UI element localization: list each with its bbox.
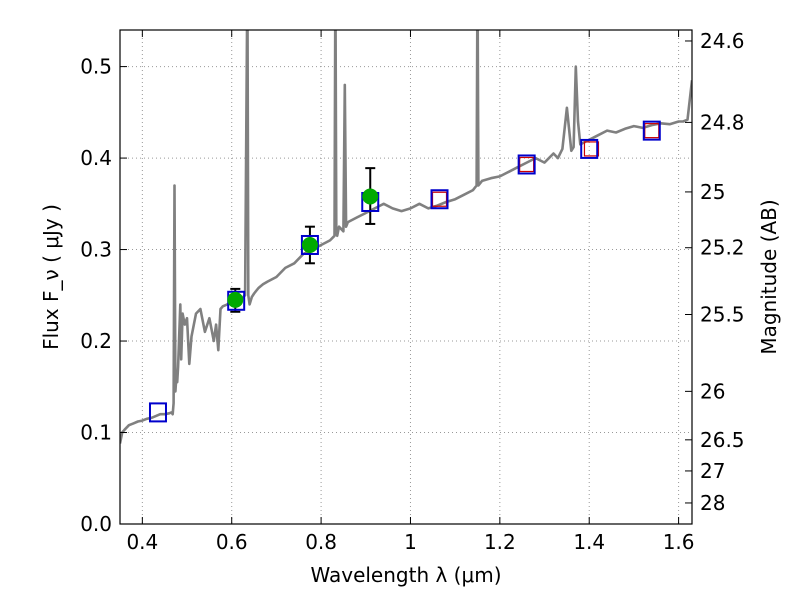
blue-square-marker: [148, 402, 167, 423]
right-tick-label: 25.2: [700, 236, 745, 260]
x-tick-label: 1.6: [663, 530, 695, 554]
right-tick-label: 24.6: [700, 29, 745, 53]
spectrum-line: [120, 30, 692, 444]
x-tick-label: 0.6: [216, 530, 248, 554]
red-square-marker: [583, 141, 600, 157]
blue-square-marker: [517, 154, 536, 175]
green-data-point: [301, 236, 318, 253]
green-data-point: [227, 291, 244, 308]
x-tick-label: 0.4: [126, 530, 158, 554]
plot-frame: [119, 29, 693, 525]
y-tick-label: 0.4: [80, 146, 112, 170]
right-tick-label: 24.8: [700, 110, 745, 134]
spectrum-layer: [120, 30, 692, 444]
blue-square-marker: [580, 138, 599, 159]
frame-layer: [119, 29, 693, 525]
y-tick-label: 0.5: [80, 55, 112, 79]
x-axis-label: Wavelength λ (μm): [310, 563, 501, 587]
right-tick-label: 28: [700, 491, 725, 515]
x-tick-label: 1.4: [573, 530, 605, 554]
green-data-point: [362, 188, 379, 205]
y-axis-label: Flux F_ν ( μJy ): [39, 204, 63, 350]
y-tick-label: 0.3: [80, 238, 112, 262]
blue-square-marker: [642, 120, 661, 141]
right-tick-label: 25: [700, 180, 725, 204]
marker-layer: [148, 120, 661, 423]
right-tick-label: 27: [700, 459, 725, 483]
tick-layer: 0.4 0.6 0.8 1 1.2 1.4 1.6 0.0 0.1 0.2 0.3 0.4 0.5 24.…: [80, 29, 744, 554]
x-tick-label: 1: [404, 530, 417, 554]
right-tick-label: 26.5: [700, 428, 745, 452]
right-axis-label: Magnitude (AB): [757, 199, 781, 354]
y-tick-label: 0.2: [80, 329, 112, 353]
x-tick-label: 0.8: [305, 530, 337, 554]
x-tick-label: 1.2: [484, 530, 516, 554]
grid-layer: [120, 30, 692, 525]
right-tick-label: 26: [700, 379, 725, 403]
blue-square-marker: [430, 189, 449, 210]
y-tick-label: 0.1: [80, 421, 112, 445]
y-tick-label: 0.0: [80, 512, 112, 536]
right-tick-label: 25.5: [700, 303, 745, 327]
